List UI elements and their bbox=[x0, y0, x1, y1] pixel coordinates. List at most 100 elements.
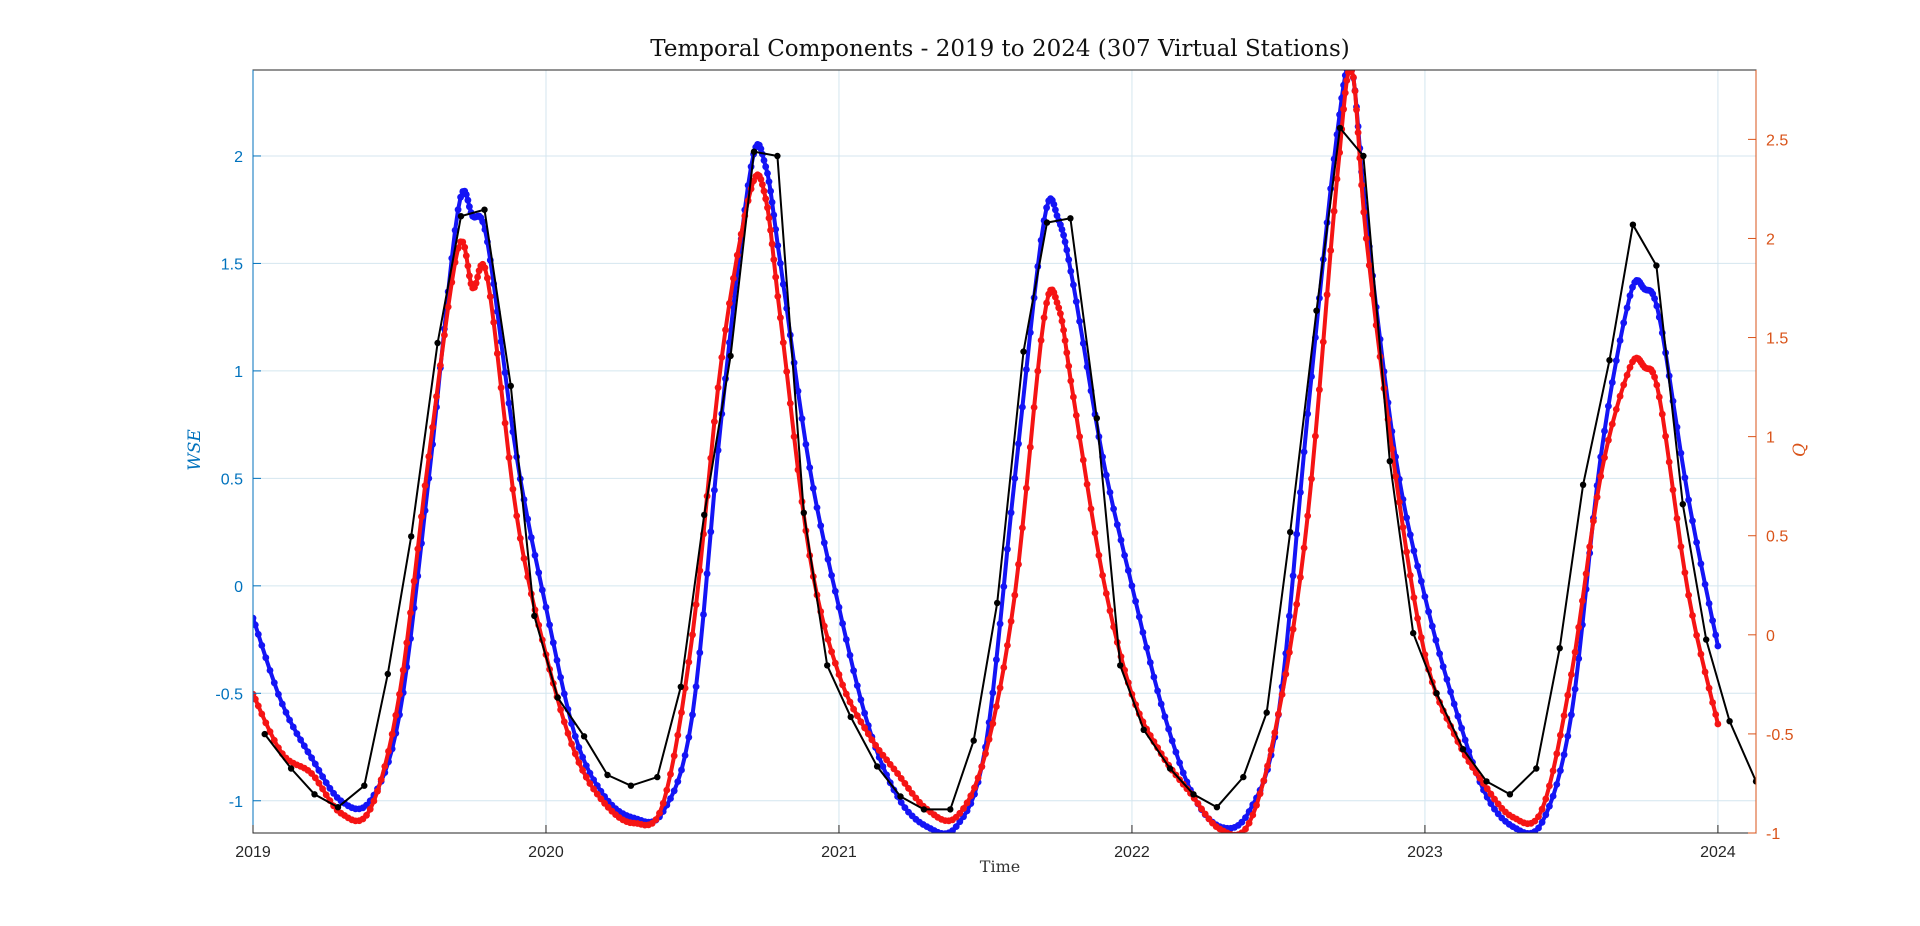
series-red-point bbox=[1483, 785, 1491, 793]
series-red-point bbox=[388, 730, 396, 738]
series-red-point bbox=[1491, 795, 1498, 803]
series-red-point bbox=[1579, 597, 1586, 605]
series-red-point bbox=[1091, 529, 1099, 537]
series-red-point bbox=[1673, 515, 1681, 522]
series-red-point bbox=[1011, 591, 1019, 599]
series-red-point bbox=[1340, 105, 1347, 113]
series-red-point bbox=[993, 703, 1000, 710]
series-blue-point bbox=[275, 690, 282, 698]
x-axis-ticks: 2019 2020 2021 2022 2023 2024 bbox=[235, 825, 1736, 861]
x-tick-label: 2024 bbox=[1700, 844, 1736, 861]
series-red-point bbox=[1256, 790, 1264, 798]
series-blue-point bbox=[322, 779, 330, 786]
series-black-point bbox=[1410, 629, 1417, 637]
series-red-point bbox=[1360, 208, 1368, 216]
series-red-point bbox=[667, 770, 674, 778]
series-black-point bbox=[800, 509, 807, 516]
series-red-point bbox=[828, 648, 835, 656]
series-red bbox=[253, 70, 1722, 833]
series-red-point bbox=[764, 204, 771, 212]
series-black-point bbox=[1386, 458, 1394, 465]
series-red-point bbox=[1308, 475, 1315, 483]
series-blue-point bbox=[300, 742, 308, 750]
series-black-point bbox=[1020, 348, 1027, 355]
series-red-point bbox=[722, 326, 729, 334]
series-red-point bbox=[1019, 524, 1026, 532]
series-red-point bbox=[779, 339, 787, 346]
series-red-point bbox=[872, 741, 879, 749]
x-tick-label: 2022 bbox=[1114, 844, 1150, 861]
series-blue-point bbox=[993, 656, 1000, 664]
series-red-point bbox=[571, 750, 579, 758]
series-red-point bbox=[462, 252, 470, 260]
series-blue-point bbox=[681, 752, 689, 759]
series-red-point bbox=[1095, 551, 1103, 559]
right-y-tick-label: 2.5 bbox=[1766, 132, 1788, 149]
x-tick-label: 2023 bbox=[1407, 844, 1443, 861]
series-red-point bbox=[1658, 410, 1666, 418]
series-blue-point bbox=[1146, 659, 1154, 666]
series-red-point bbox=[253, 695, 259, 703]
series-red-point bbox=[875, 747, 883, 754]
series-red-point bbox=[1549, 767, 1557, 775]
series-red-point bbox=[399, 666, 407, 674]
series-blue-point bbox=[1061, 238, 1069, 246]
series-red-point bbox=[1297, 573, 1304, 581]
series-blue-point bbox=[828, 572, 835, 579]
series-blue-point bbox=[1549, 792, 1557, 800]
series-red-point bbox=[1023, 484, 1030, 492]
series-red-point bbox=[374, 787, 381, 795]
series-blue-point bbox=[770, 211, 778, 219]
series-blue-point bbox=[846, 651, 854, 659]
series-black-point bbox=[824, 662, 831, 669]
series-red-point bbox=[1076, 433, 1083, 441]
series-red-point bbox=[656, 809, 663, 817]
series-red-point bbox=[1351, 87, 1359, 95]
series-red-point bbox=[1060, 326, 1067, 334]
series-red-point bbox=[974, 774, 982, 782]
series-red-point bbox=[733, 251, 741, 259]
series-blue-point bbox=[270, 679, 278, 687]
series-red-point bbox=[1278, 691, 1286, 698]
series-black-point bbox=[408, 533, 415, 540]
series-red-point bbox=[1677, 543, 1685, 550]
series-blue-point bbox=[1410, 547, 1418, 555]
series-red-point bbox=[777, 314, 784, 322]
series-red-point bbox=[1030, 404, 1038, 411]
series-red-point bbox=[1358, 181, 1365, 189]
series-blue-point bbox=[1289, 572, 1297, 580]
series-blue-point bbox=[304, 748, 312, 756]
series-red-point bbox=[461, 243, 469, 251]
series-blue-point bbox=[806, 464, 814, 471]
series-red-point bbox=[516, 534, 524, 542]
series-blue-point bbox=[1677, 449, 1685, 457]
series-red-point bbox=[429, 423, 436, 431]
series-red-point bbox=[868, 736, 876, 744]
series-red-point bbox=[1333, 175, 1341, 183]
right-y-tick-label: 2 bbox=[1766, 231, 1775, 248]
series-red-point bbox=[1354, 129, 1362, 137]
series-black-point bbox=[287, 765, 295, 772]
series-blue-point bbox=[1058, 226, 1066, 233]
series-black-point bbox=[1629, 221, 1637, 228]
series-blue-line bbox=[253, 70, 1720, 833]
series-red-point bbox=[985, 735, 993, 743]
series-red-point bbox=[839, 681, 846, 689]
series-red-point bbox=[1057, 310, 1064, 317]
series-black-point bbox=[727, 352, 734, 360]
series-red-point bbox=[315, 779, 323, 787]
series-red-point bbox=[1476, 774, 1484, 782]
series-blue-point bbox=[1709, 617, 1716, 624]
series-red-point bbox=[1312, 432, 1319, 440]
series-red-point bbox=[696, 567, 704, 574]
series-red-point bbox=[1201, 810, 1209, 818]
series-red-point bbox=[1601, 454, 1608, 461]
series-black-point bbox=[1483, 778, 1490, 785]
series-red-point bbox=[433, 393, 440, 400]
series-blue-point bbox=[262, 654, 270, 662]
series-red-point bbox=[1353, 106, 1360, 114]
series-blue-point bbox=[1121, 552, 1128, 559]
left-y-tick-label: -1 bbox=[229, 794, 243, 811]
series-black-point bbox=[384, 670, 391, 678]
series-red-point bbox=[890, 765, 898, 773]
